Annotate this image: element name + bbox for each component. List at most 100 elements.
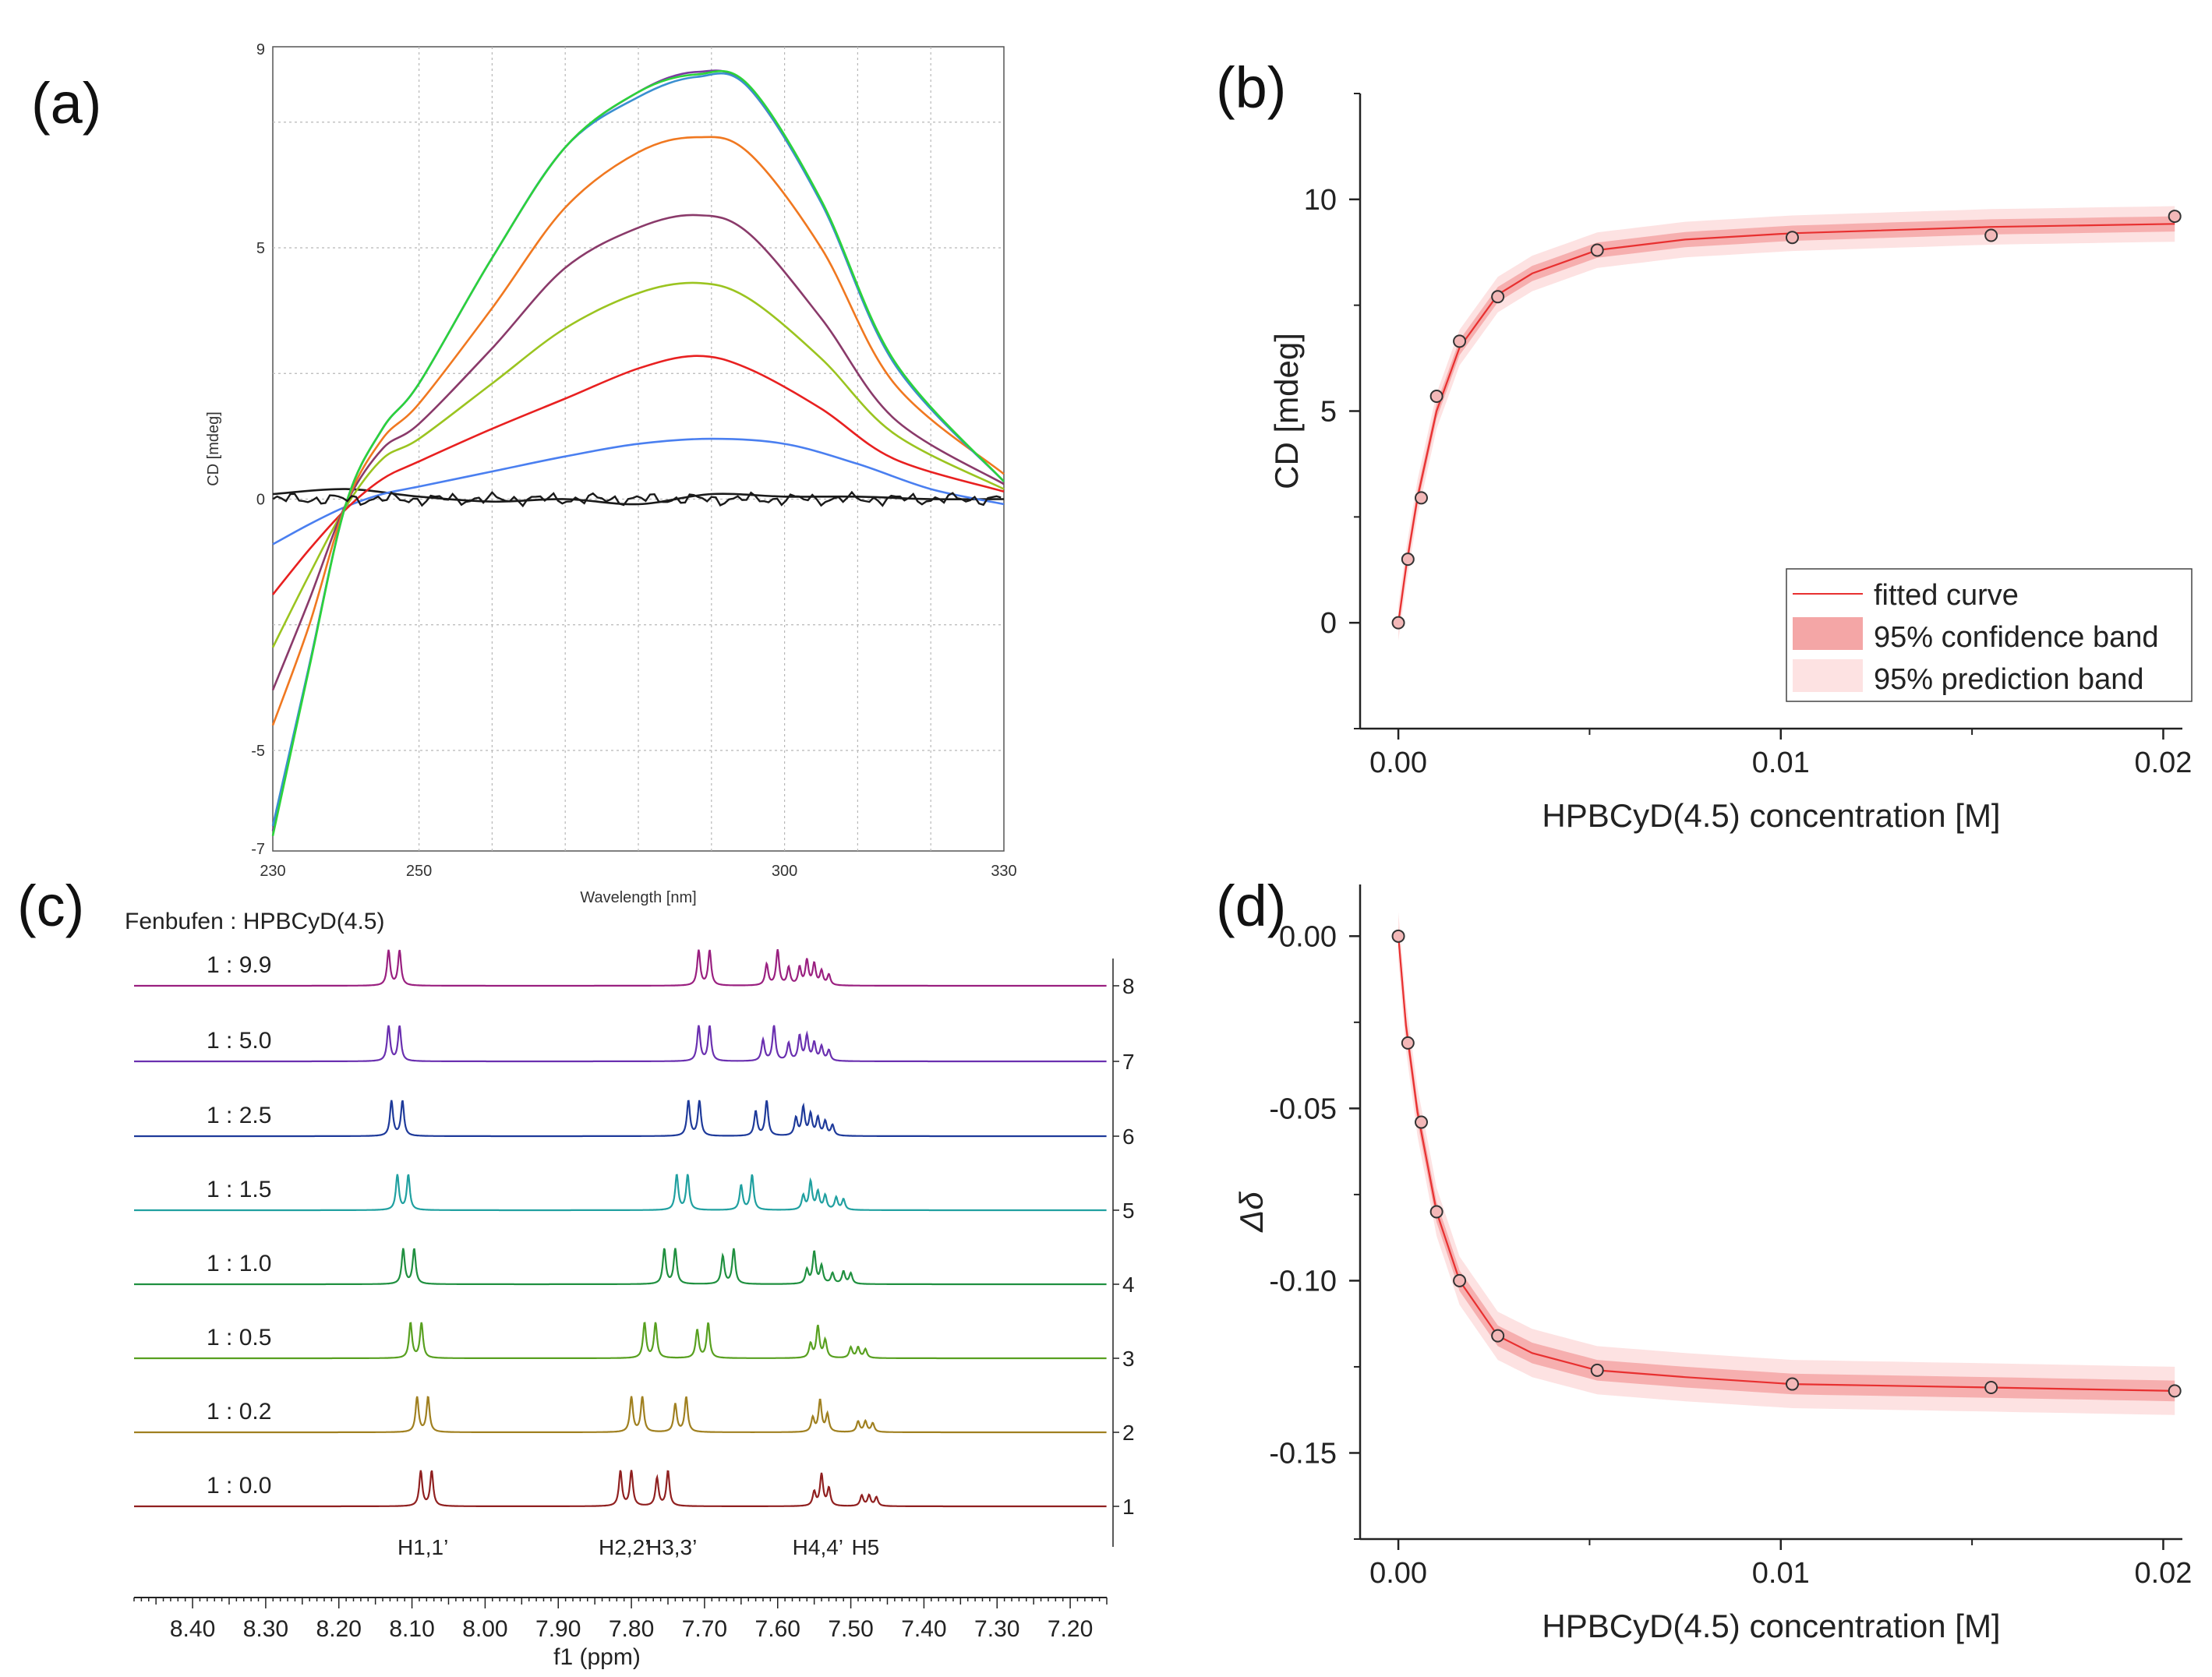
x-tick-label-c: 7.20 — [1048, 1616, 1093, 1642]
nmr-spectrum — [134, 1396, 1107, 1434]
peak-label: H5 — [851, 1535, 879, 1559]
x-axis-title-c: f1 (ppm) — [553, 1644, 641, 1670]
spectrum-index-label: 7 — [1122, 1050, 1135, 1074]
y-tick-label-a: -5 — [251, 743, 265, 760]
x-tick-label-d: 0.02 — [2134, 1557, 2192, 1590]
confidence-band-b — [1398, 216, 2175, 630]
x-tick-label-c: 7.90 — [535, 1616, 581, 1642]
x-axis-title-a: Wavelength [nm] — [580, 889, 696, 906]
spectrum-index-label: 3 — [1122, 1347, 1135, 1371]
x-tick-label-c: 8.20 — [316, 1616, 362, 1642]
x-tick-label-c: 7.50 — [828, 1616, 873, 1642]
x-tick-label-a: 230 — [260, 863, 285, 880]
y-axis-title-d: Δδ — [1233, 1192, 1270, 1233]
data-point-d — [1391, 929, 1405, 943]
x-tick-label-b: 0.01 — [1752, 747, 1810, 779]
spectrum-index-label: 2 — [1122, 1421, 1135, 1445]
peak-label: H4,4’ — [793, 1535, 843, 1559]
nmr-spectrum — [134, 1100, 1107, 1138]
data-point-b — [1391, 616, 1405, 630]
ratio-label: 1 : 0.5 — [207, 1325, 271, 1350]
data-point-b — [1429, 389, 1443, 403]
x-tick-label-c: 7.60 — [755, 1616, 800, 1642]
x-tick-label-a: 300 — [772, 863, 797, 880]
data-point-b — [1453, 334, 1467, 348]
nmr-spectrum — [134, 1322, 1107, 1360]
data-point-b — [1984, 228, 1998, 242]
y-tick-label-d: -0.15 — [1269, 1437, 1337, 1470]
data-point-d — [1491, 1329, 1505, 1343]
spectrum-index-label: 8 — [1122, 974, 1135, 998]
data-point-d — [1984, 1380, 1998, 1394]
spectrum-index-label: 4 — [1122, 1273, 1135, 1297]
legend-swatch-confidence — [1793, 617, 1863, 650]
data-point-b — [1401, 553, 1415, 567]
nmr-spectrum — [134, 1174, 1107, 1212]
peak-label: H2,2’ — [599, 1535, 649, 1559]
data-point-d — [1415, 1115, 1429, 1129]
panel-label-c: (c) — [17, 874, 85, 938]
y-tick-label-b: 5 — [1320, 396, 1337, 429]
fitted-curve-d — [1398, 936, 2175, 1392]
y-tick-label-b: 10 — [1304, 184, 1337, 217]
spectrum-index-label: 6 — [1122, 1124, 1135, 1149]
legend-label-prediction-band: 95% prediction band — [1874, 663, 2143, 696]
data-point-d — [2168, 1384, 2182, 1398]
data-point-d — [1401, 1036, 1415, 1050]
x-tick-label-d: 0.01 — [1752, 1557, 1810, 1590]
ratio-label: 1 : 0.0 — [207, 1473, 271, 1499]
data-point-b — [1590, 243, 1604, 257]
chart-b: 0.00 0.01 0.02 0 5 10 HPBCyD(4.5) concentratio… — [1268, 93, 2193, 834]
x-tick-label-b: 0.00 — [1369, 747, 1427, 779]
ratio-label: 1 : 1.0 — [207, 1251, 271, 1276]
chart-c: Fenbufen : HPBCyD(4.5) 8.40 8.30 8.20 8.10 8.… — [125, 909, 1135, 1670]
ratio-label: 1 : 5.0 — [207, 1028, 271, 1054]
panel-label-b: (b) — [1216, 55, 1287, 120]
x-tick-label-c: 7.70 — [682, 1616, 727, 1642]
cd-series-line-s1 — [272, 437, 1005, 545]
legend-swatch-prediction — [1793, 659, 1863, 692]
x-tick-label-c: 8.00 — [462, 1616, 507, 1642]
x-tick-label-c: 8.10 — [389, 1616, 434, 1642]
data-point-b — [1415, 491, 1429, 505]
panel-label-a: (a) — [31, 71, 102, 136]
x-tick-label-c: 7.80 — [609, 1616, 654, 1642]
x-axis-title-b: HPBCyD(4.5) concentration [M] — [1542, 797, 2000, 834]
y-axis-title-a: CD [mdeg] — [205, 411, 222, 486]
data-point-d — [1785, 1377, 1799, 1391]
chart-d: 0.00 0.01 0.02 0.00 -0.05 -0.10 -0.15 HPBCyD(4.… — [1233, 884, 2192, 1644]
x-tick-label-c: 8.30 — [243, 1616, 288, 1642]
x-tick-label-c: 7.30 — [974, 1616, 1019, 1642]
data-point-d — [1453, 1273, 1467, 1287]
data-point-d — [1429, 1205, 1443, 1219]
nmr-spectrum — [134, 1248, 1107, 1286]
cd-series-line-blank — [272, 488, 1005, 506]
x-tick-label-c: 7.40 — [901, 1616, 946, 1642]
panel-label-d: (d) — [1216, 874, 1287, 938]
cd-series-line-s2 — [271, 355, 1005, 595]
spectrum-index-label: 5 — [1122, 1199, 1135, 1223]
x-axis-title-d: HPBCyD(4.5) concentration [M] — [1542, 1608, 2000, 1644]
data-point-b — [1491, 290, 1505, 304]
x-tick-label-a: 330 — [991, 863, 1016, 880]
cd-series-noise-blank — [272, 490, 1002, 508]
x-tick-label-c: 8.40 — [170, 1616, 215, 1642]
y-axis-title-b: CD [mdeg] — [1268, 333, 1305, 489]
chart-a: 230 250 300 330 9 5 0 -5 -7 Wavelength [nm] CD [md… — [205, 41, 1017, 906]
y-tick-label-d: -0.05 — [1269, 1093, 1337, 1125]
peak-label: H1,1’ — [398, 1535, 448, 1559]
peak-label: H3,3’ — [646, 1535, 697, 1559]
y-tick-label-a: 5 — [256, 240, 265, 257]
y-tick-label-a: 9 — [256, 41, 265, 58]
legend-label-fitted-curve: fitted curve — [1874, 579, 2019, 612]
y-tick-label-d: 0.00 — [1279, 920, 1337, 953]
legend-label-confidence-band: 95% confidence band — [1874, 621, 2159, 654]
y-tick-label-b: 0 — [1320, 607, 1337, 640]
x-tick-label-b: 0.02 — [2134, 747, 2192, 779]
plot-area-a — [272, 46, 1005, 852]
nmr-spectrum — [134, 1025, 1107, 1063]
data-point-b — [2168, 210, 2182, 224]
x-tick-label-d: 0.00 — [1369, 1557, 1427, 1590]
fitted-curve-b — [1398, 223, 2175, 623]
